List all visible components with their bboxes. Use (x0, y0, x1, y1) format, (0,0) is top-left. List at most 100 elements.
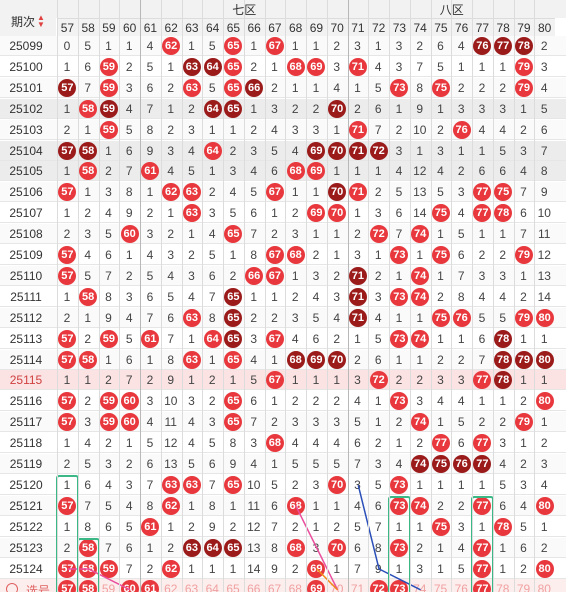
period-header[interactable]: 期次 ▲ ▼ (0, 0, 56, 42)
miss-count: 3 (520, 143, 527, 158)
draw-row-25105[interactable]: 25105 1 58 2 7 61 4 5 1 3 4 6 68 69 1 1 1 4 12 4 2 6 6 4 8 (0, 161, 566, 182)
selectable-number[interactable]: 59 (101, 582, 116, 592)
miss-count: 2 (188, 101, 195, 116)
draw-row-25116[interactable]: 25116 57 2 59 60 3 10 3 2 65 6 1 2 2 2 4 1 73 3 4 4 1 1 2 80 (0, 391, 566, 412)
miss-count: 6 (271, 498, 278, 513)
selectable-number[interactable]: 62 (164, 582, 178, 592)
miss-count: 1 (333, 164, 341, 179)
selectable-number[interactable]: 74 (413, 582, 427, 592)
miss-count: 5 (437, 59, 444, 74)
draw-row-25109[interactable]: 25109 57 4 6 1 4 3 2 5 1 8 67 68 2 1 3 1 73 1 75 6 2 2 79 12 (0, 245, 566, 265)
miss-count: 6 (125, 352, 133, 367)
selectable-number[interactable]: 79 (516, 582, 531, 592)
selectable-number[interactable]: 63 (184, 582, 199, 592)
miss-count: 1 (333, 498, 341, 513)
selected-number-ball[interactable]: 69 (307, 580, 326, 592)
winning-number-ball: 64 (203, 538, 222, 557)
miss-count: 5 (374, 477, 382, 492)
selectable-number[interactable]: 66 (247, 582, 261, 592)
column-header-75: 75 (430, 18, 452, 36)
selected-number-ball[interactable]: 57 (58, 580, 77, 592)
selectable-number[interactable]: 75 (433, 582, 448, 592)
miss-count: 2 (188, 248, 195, 262)
selectable-number[interactable]: 80 (537, 582, 551, 592)
draw-row-25104[interactable]: 25104 57 58 1 6 9 3 4 64 2 3 5 4 69 70 71 72 3 1 3 1 1 5 3 7 (0, 140, 566, 161)
miss-count: 2 (312, 248, 320, 262)
draw-row-25101[interactable]: 25101 57 7 59 3 6 2 63 5 65 66 2 1 1 4 1 5 73 8 75 2 2 2 79 4 (0, 77, 566, 98)
draw-row-25114[interactable]: 25114 57 58 1 6 1 8 63 1 65 4 1 68 69 70 2 6 1 1 2 2 7 78 79 80 (0, 349, 566, 370)
miss-count: 9 (125, 206, 133, 221)
draw-row-25124[interactable]: 25124 57 58 59 7 2 62 1 1 1 14 9 2 69 1 7 9 1 3 1 5 77 1 2 80 (0, 558, 566, 579)
miss-count: 9 (105, 310, 112, 325)
draw-row-25103[interactable]: 25103 2 1 59 5 8 2 3 1 1 2 4 3 3 1 71 7 2 10 2 76 4 4 2 6 (0, 119, 566, 140)
winning-number-ball: 78 (514, 37, 533, 55)
miss-count: 2 (291, 394, 299, 409)
draw-row-25107[interactable]: 25107 1 2 4 9 2 1 63 3 5 6 1 2 69 70 1 3 6 14 75 4 77 78 6 10 (0, 203, 566, 224)
miss-count: 2 (416, 540, 424, 555)
selected-number-ball[interactable]: 72 (369, 580, 388, 592)
selectable-number[interactable]: 70 (330, 582, 344, 592)
selectable-number[interactable]: 78 (496, 582, 510, 592)
miss-count: 1 (188, 227, 195, 242)
draw-row-25099[interactable]: 25099 0 5 1 1 4 62 1 5 65 1 67 1 1 2 3 1 3 2 6 4 76 77 78 2 (0, 36, 566, 56)
selected-number-ball[interactable]: 77 (473, 580, 492, 592)
draw-row-25102[interactable]: 25102 1 58 59 4 7 1 2 64 65 1 3 2 2 70 2 6 1 9 1 3 3 3 1 5 (0, 98, 566, 119)
miss-count: 7 (271, 519, 278, 534)
draw-row-25110[interactable]: 25110 57 5 7 2 5 4 3 6 2 66 67 1 3 2 71 2 1 74 1 7 3 3 1 13 (0, 265, 566, 286)
winning-number-ball: 71 (348, 120, 367, 139)
miss-count: 2 (354, 227, 361, 242)
selectable-number[interactable]: 68 (288, 582, 302, 592)
miss-count: 6 (250, 206, 258, 221)
select-circle-icon[interactable] (6, 583, 18, 592)
draw-row-25118[interactable]: 25118 1 4 2 1 5 12 4 5 8 3 68 4 4 4 6 2 1 2 77 6 77 3 1 2 (0, 433, 566, 454)
winning-number-ball: 70 (328, 141, 347, 160)
miss-count: 2 (208, 185, 216, 200)
winning-number-ball: 63 (182, 350, 201, 369)
miss-count: 1 (208, 561, 216, 576)
draw-row-25119[interactable]: 25119 2 5 3 2 6 13 5 6 9 4 1 5 5 5 7 3 4 74 75 76 77 4 2 3 (0, 454, 566, 474)
selectable-number[interactable]: 71 (350, 582, 365, 592)
draw-row-25117[interactable]: 25117 57 3 59 60 4 11 4 3 65 7 2 3 3 3 5 1 2 74 1 5 2 2 79 1 (0, 412, 566, 433)
winning-number-ball: 59 (99, 559, 118, 578)
column-header-58: 58 (77, 18, 99, 36)
selected-number-ball[interactable]: 60 (120, 580, 139, 592)
column-divider (368, 0, 370, 592)
draw-row-25120[interactable]: 25120 1 6 4 3 7 63 63 7 65 10 5 2 3 70 3 5 73 1 1 1 1 5 3 4 (0, 474, 566, 495)
draw-row-25113[interactable]: 25113 57 2 59 5 61 7 1 64 65 3 67 4 6 2 1 5 73 74 1 1 6 78 1 1 (0, 328, 566, 349)
selectable-number[interactable]: 64 (205, 582, 219, 592)
column-divider (451, 0, 453, 592)
selectable-number[interactable]: 67 (267, 582, 282, 592)
miss-count: 8 (271, 540, 278, 555)
miss-count: 3 (499, 436, 507, 451)
column-header-72: 72 (368, 18, 389, 36)
winning-number-ball: 68 (286, 162, 305, 181)
sort-icon[interactable]: ▲ ▼ (37, 13, 45, 29)
miss-count: 2 (354, 352, 361, 367)
period-number: 25103 (9, 122, 43, 137)
column-header-77: 77 (472, 18, 493, 36)
miss-count: 5 (84, 268, 92, 283)
miss-count: 2 (250, 122, 258, 137)
winning-number-ball: 75 (431, 517, 450, 536)
draw-row-25111[interactable]: 25111 1 58 8 3 6 5 4 7 65 1 1 2 4 3 71 3 73 74 2 8 4 4 2 14 (0, 286, 566, 307)
miss-count: 6 (84, 59, 92, 74)
miss-count: 2 (520, 561, 527, 576)
selectable-number[interactable]: 65 (226, 582, 240, 592)
miss-count: 4 (167, 268, 175, 283)
draw-row-25100[interactable]: 25100 1 6 59 2 5 1 63 64 65 2 1 68 69 3 71 4 3 7 5 1 1 1 79 3 (0, 56, 566, 77)
period-number: 25124 (9, 561, 43, 576)
selectable-number[interactable]: 76 (454, 582, 468, 592)
miss-count: 12 (537, 248, 551, 262)
draw-row-25108[interactable]: 25108 2 3 5 60 3 2 1 4 65 7 2 3 1 1 2 72 7 74 1 5 1 1 7 11 (0, 224, 566, 245)
miss-count: 4 (271, 122, 278, 137)
selected-number-ball[interactable]: 61 (141, 580, 160, 592)
period-number: 25111 (10, 289, 42, 304)
draw-row-25115[interactable]: 25115 1 1 2 7 2 9 1 2 1 5 67 1 1 1 3 72 2 2 3 3 77 78 1 1 (0, 370, 566, 391)
miss-count: 2 (291, 101, 299, 116)
draw-row-25112[interactable]: 25112 2 1 9 4 7 6 63 8 65 2 2 3 5 4 71 4 1 1 75 76 5 5 79 80 (0, 307, 566, 328)
miss-count: 3 (167, 248, 175, 262)
miss-count: 13 (413, 185, 427, 200)
miss-count: 2 (478, 80, 486, 95)
draw-row-25106[interactable]: 25106 57 1 3 8 1 62 63 2 4 5 67 1 1 70 71 2 5 13 5 3 77 75 7 9 (0, 182, 566, 203)
miss-count: 3 (271, 101, 278, 116)
